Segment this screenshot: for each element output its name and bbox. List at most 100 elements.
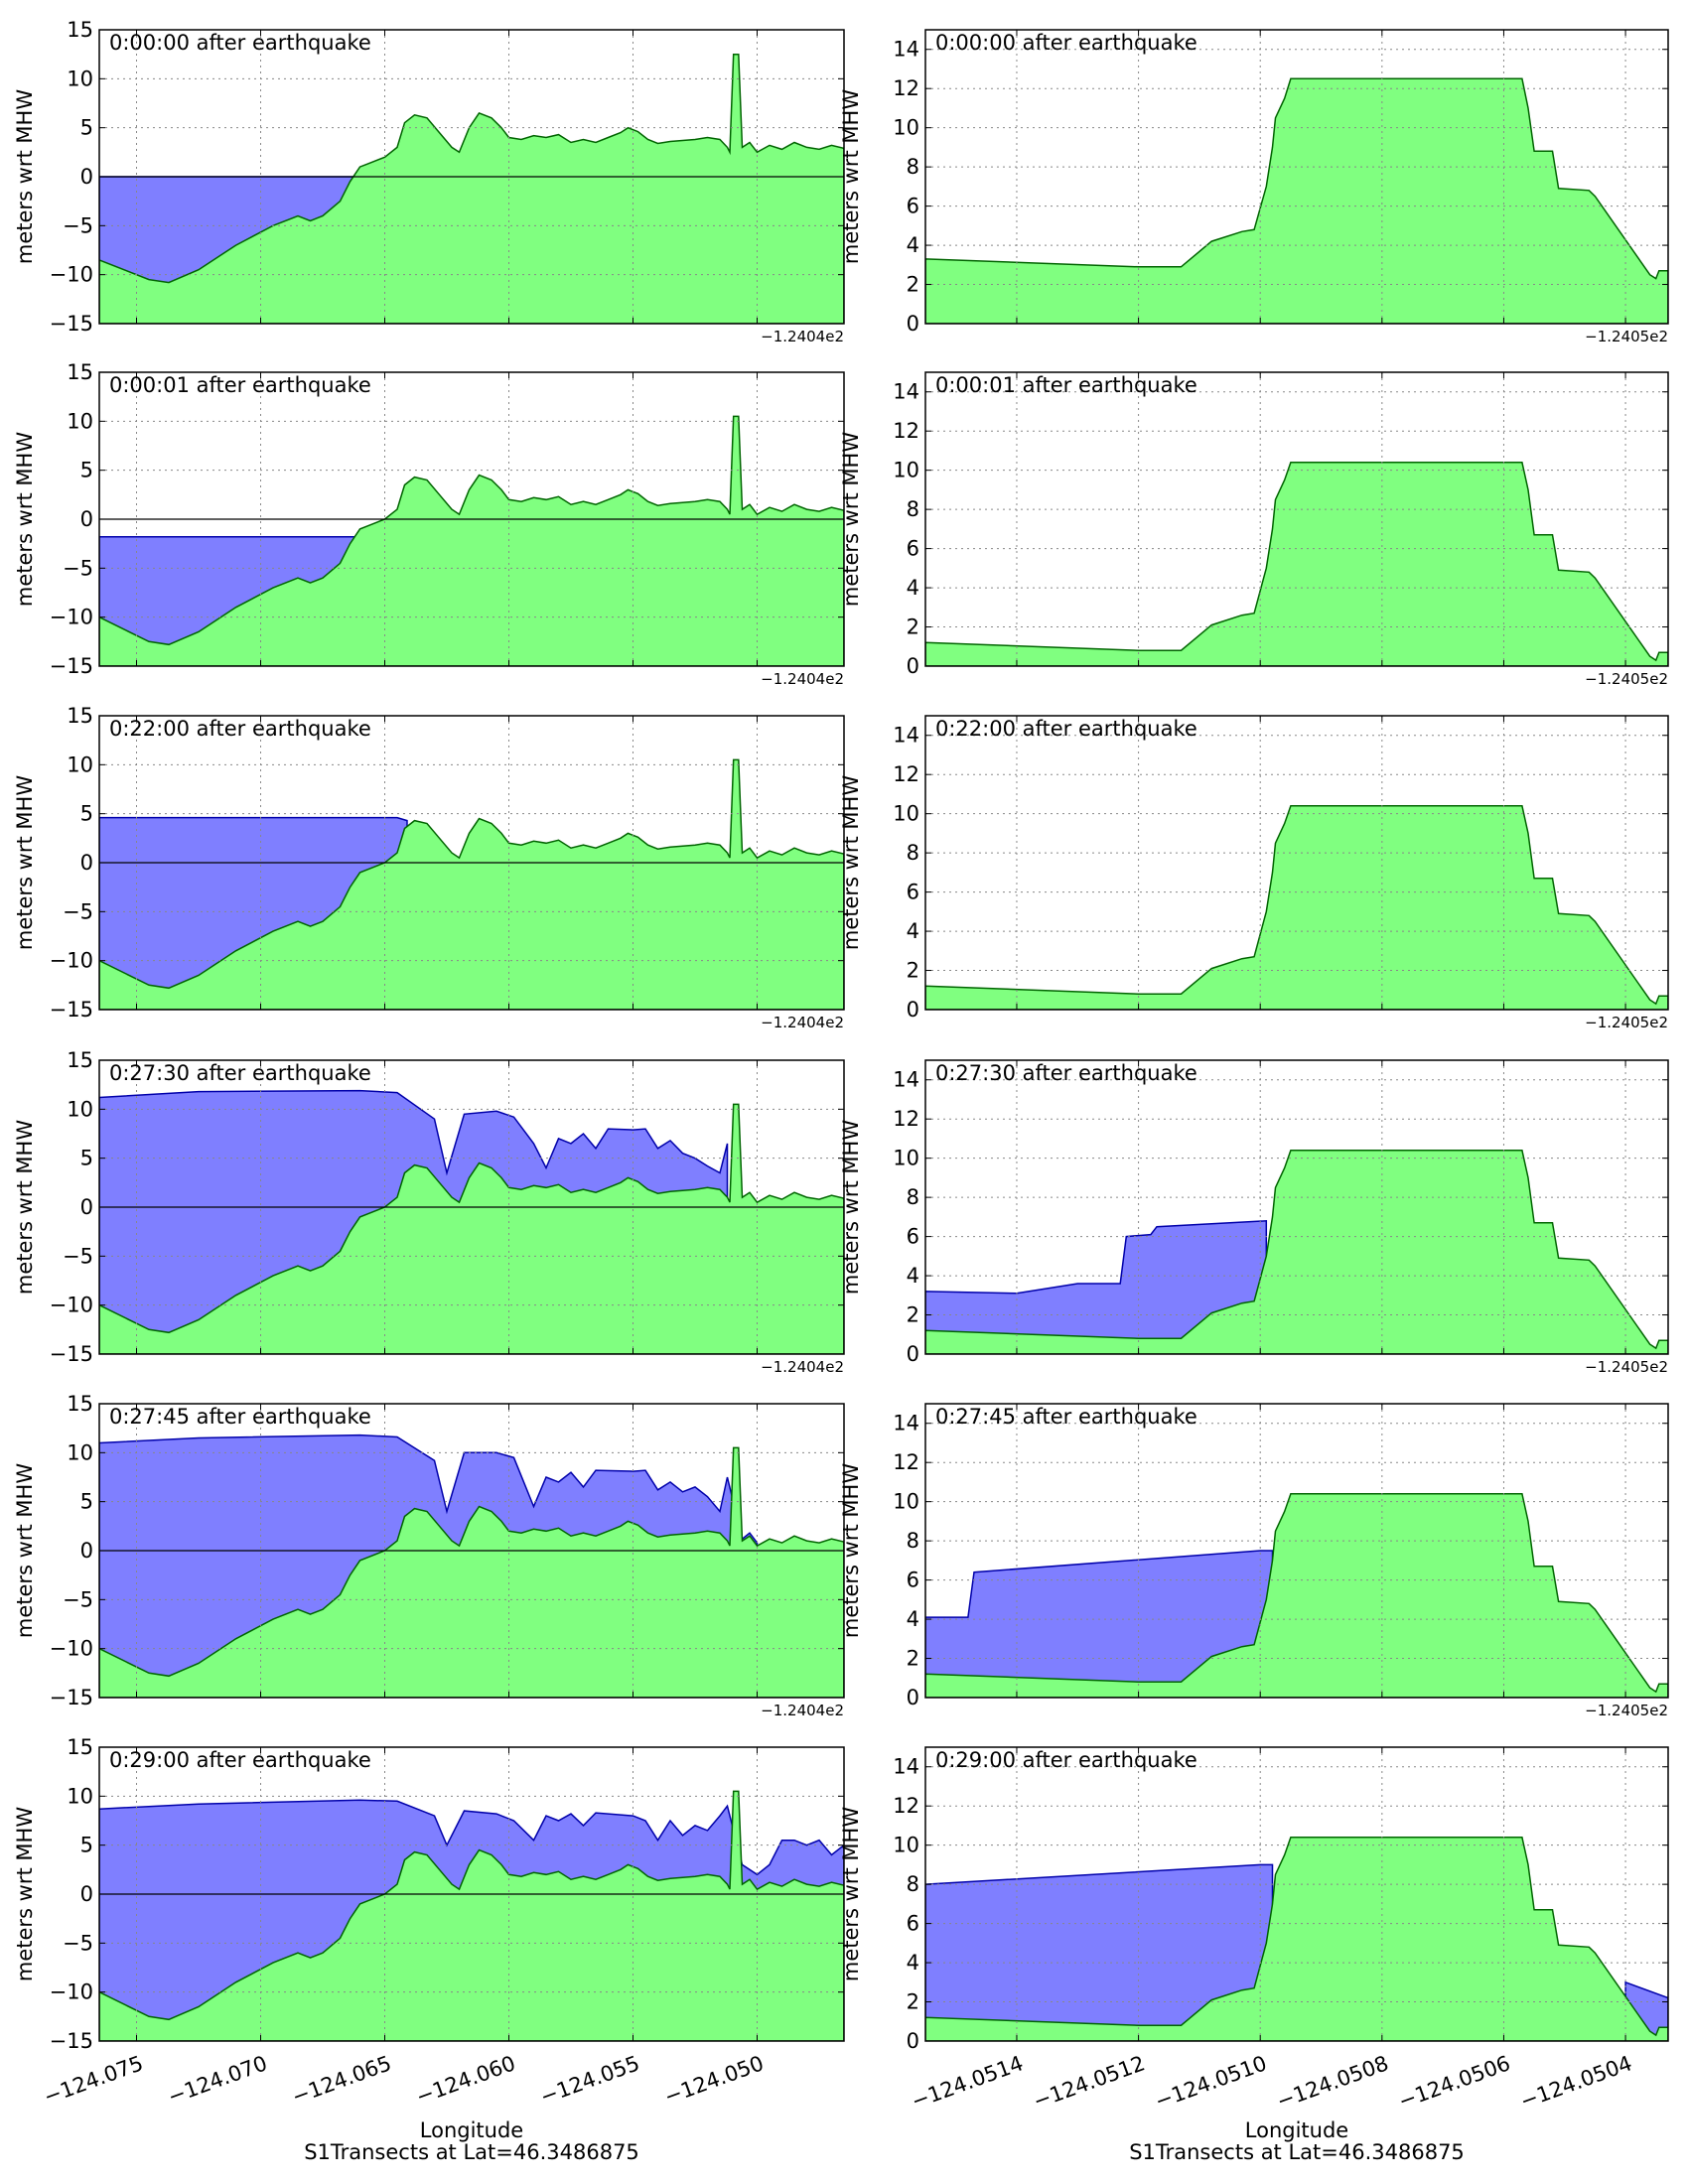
x-offset-label: −1.2405e2 xyxy=(1585,1358,1668,1376)
y-tick-label: −10 xyxy=(50,606,93,629)
plot-area xyxy=(925,1150,1668,1354)
y-tick-label: 10 xyxy=(893,116,919,140)
plot-area xyxy=(99,1790,844,2041)
axes-frame xyxy=(924,29,1669,325)
y-tick-label: 15 xyxy=(67,18,93,42)
panel-left-3: −15 −10 −5 0 5 10 15 0:22:00 after earthquake me… xyxy=(13,704,845,1031)
x-offset-label: −1.2404e2 xyxy=(761,670,844,688)
panel-title: 0:27:45 after earthquake xyxy=(109,1405,371,1429)
land-area xyxy=(925,462,1668,666)
x-offset-label: −1.2405e2 xyxy=(1585,1014,1668,1031)
y-tick-label: 10 xyxy=(67,67,93,90)
y-tick-label: 10 xyxy=(67,409,93,433)
x-offset-label: −1.2404e2 xyxy=(761,1702,844,1719)
y-tick-label: 4 xyxy=(907,919,919,943)
y-axis-label: meters wrt MHW xyxy=(13,1807,37,1981)
y-tick-label: −5 xyxy=(63,556,93,580)
y-tick-label: 15 xyxy=(67,1735,93,1759)
y-tick-label: −5 xyxy=(63,1244,93,1268)
y-tick-label: 10 xyxy=(67,752,93,776)
land-area xyxy=(925,1493,1668,1698)
land-area xyxy=(99,1446,844,1698)
plot-area xyxy=(925,805,1668,1010)
y-tick-label: 0 xyxy=(907,1686,919,1709)
panel-left-5: −15 −10 −5 0 5 10 15 0:27:45 after earthquake me… xyxy=(13,1392,845,1719)
y-tick-label: 0 xyxy=(80,507,93,531)
plot-area xyxy=(925,1837,1668,2041)
y-tick-label: 5 xyxy=(80,802,93,826)
axes-frame xyxy=(924,1403,1669,1699)
land-area xyxy=(925,1150,1668,1354)
x-offset-label: −1.2405e2 xyxy=(1585,1702,1668,1719)
y-tick-label: −10 xyxy=(50,949,93,973)
y-tick-label: 0 xyxy=(907,312,919,336)
plot-area xyxy=(925,77,1668,324)
x-offset-label: −1.2404e2 xyxy=(761,1014,844,1031)
y-tick-label: 4 xyxy=(907,576,919,600)
y-tick-label: 0 xyxy=(80,165,93,189)
y-tick-label: 2 xyxy=(907,1990,919,2014)
plot-area xyxy=(925,462,1668,666)
x-offset-label: −1.2405e2 xyxy=(1585,328,1668,345)
y-tick-label: 4 xyxy=(907,1607,919,1631)
y-tick-label: 0 xyxy=(907,998,919,1022)
y-tick-label: 8 xyxy=(907,841,919,865)
panel-title: 0:00:01 after earthquake xyxy=(935,373,1197,397)
land-area xyxy=(99,415,844,666)
y-tick-label: 4 xyxy=(907,233,919,257)
y-tick-label: −5 xyxy=(63,1931,93,1955)
y-tick-label: 10 xyxy=(893,1147,919,1170)
y-tick-label: 10 xyxy=(67,1097,93,1121)
figure-caption: S1Transects at Lat=46.3486875 xyxy=(1129,2140,1465,2164)
panel-title: 0:29:00 after earthquake xyxy=(109,1748,371,1772)
panel-right-4: 0 2 4 6 8 10 12 14 0:27:30 after earthquake meter… xyxy=(839,1059,1669,1376)
panel-left-4: −15 −10 −5 0 5 10 15 0:27:30 after earthquake me… xyxy=(13,1048,845,1376)
y-axis-label: meters wrt MHW xyxy=(839,89,863,264)
x-tick-label: −124.0512 xyxy=(1030,2051,1148,2114)
y-tick-label: 8 xyxy=(907,155,919,179)
y-axis-label: meters wrt MHW xyxy=(839,1807,863,1981)
y-tick-label: 5 xyxy=(80,1834,93,1857)
water-area xyxy=(925,1550,1274,1698)
y-axis-label: meters wrt MHW xyxy=(13,775,37,950)
figure-caption: S1Transects at Lat=46.3486875 xyxy=(304,2140,639,2164)
panel-right-1: 0 2 4 6 8 10 12 14 0:00:00 after earthquake meter… xyxy=(839,29,1669,345)
y-axis-label: meters wrt MHW xyxy=(839,432,863,607)
land-area xyxy=(99,1103,844,1354)
land-area xyxy=(99,1790,844,2041)
x-axis-label: Longitude xyxy=(420,2118,523,2142)
y-axis-label: meters wrt MHW xyxy=(13,89,37,264)
y-tick-label: −15 xyxy=(50,2029,93,2053)
y-tick-label: 8 xyxy=(907,1872,919,1896)
y-tick-label: 0 xyxy=(80,1539,93,1563)
y-tick-label: −5 xyxy=(63,213,93,237)
y-tick-label: −5 xyxy=(63,1587,93,1611)
x-tick-label: −124.0508 xyxy=(1274,2051,1392,2114)
panel-right-6: 0 2 4 6 8 10 12 14 0:29:00 after earthquake meter… xyxy=(839,1746,1669,2164)
x-offset-label: −1.2404e2 xyxy=(761,328,844,345)
y-tick-label: 14 xyxy=(893,1755,919,1779)
y-tick-label: 12 xyxy=(893,1107,919,1131)
y-tick-label: 14 xyxy=(893,1068,919,1092)
plot-area xyxy=(99,53,844,324)
y-tick-label: 6 xyxy=(907,1569,919,1592)
x-axis-label: Longitude xyxy=(1245,2118,1348,2142)
y-tick-label: 2 xyxy=(907,1647,919,1671)
y-tick-label: 6 xyxy=(907,881,919,904)
x-tick-label: −124.060 xyxy=(413,2051,518,2109)
y-tick-label: 10 xyxy=(67,1784,93,1808)
y-tick-label: 0 xyxy=(907,1342,919,1366)
land-area xyxy=(99,53,844,324)
y-tick-label: −15 xyxy=(50,1686,93,1709)
x-offset-label: −1.2405e2 xyxy=(1585,670,1668,688)
y-tick-label: 10 xyxy=(893,459,919,482)
y-tick-label: 12 xyxy=(893,1450,919,1474)
axes-frame xyxy=(924,1746,1669,2042)
panel-right-3: 0 2 4 6 8 10 12 14 0:22:00 after earthquake meter… xyxy=(839,715,1669,1031)
y-tick-label: 4 xyxy=(907,1264,919,1288)
x-tick-label: −124.0506 xyxy=(1395,2051,1513,2114)
x-offset-label: −1.2404e2 xyxy=(761,1358,844,1376)
y-tick-label: 6 xyxy=(907,1225,919,1249)
y-axis-label: meters wrt MHW xyxy=(839,1120,863,1295)
y-tick-label: 0 xyxy=(907,2029,919,2053)
